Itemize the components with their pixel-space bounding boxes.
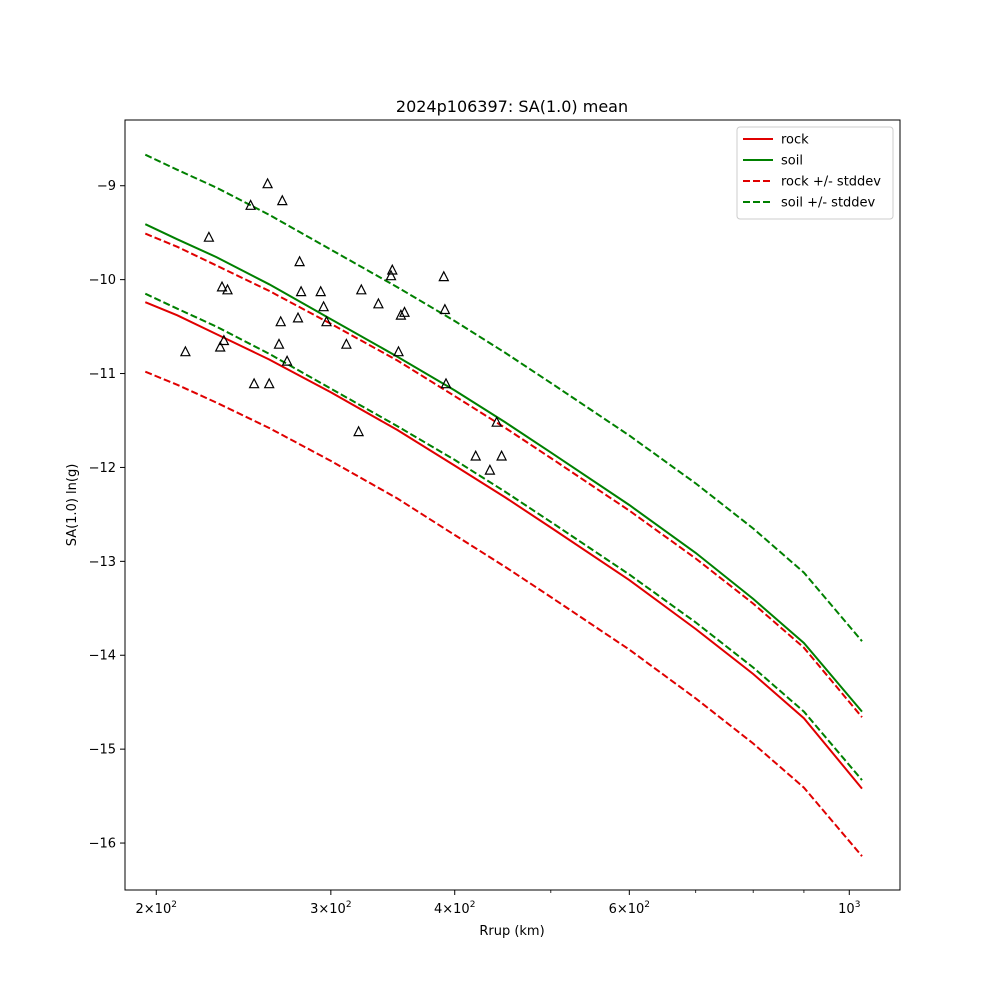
data-point: [248, 377, 260, 389]
data-point: [245, 199, 257, 210]
data-point: [315, 285, 327, 297]
x-tick-label: 3×102: [310, 900, 351, 917]
data-point: [470, 449, 482, 461]
data-point: [273, 338, 285, 349]
data-point: [275, 315, 287, 327]
data-point: [439, 303, 451, 315]
legend: rock soil rock +/- stddev soil +/- stddev: [736, 126, 894, 220]
legend-label: rock +/- stddev: [781, 175, 881, 190]
data-point: [355, 283, 367, 295]
axes-frame: [124, 119, 901, 891]
data-point: [496, 449, 508, 461]
data-point: [395, 308, 407, 320]
y-axis-label: SA(1.0) ln(g): [65, 464, 80, 547]
chart-title: 2024p106397: SA(1.0) mean: [396, 97, 628, 116]
x-tick-label: 4×102: [434, 900, 475, 917]
series-line-band-3: [144, 370, 863, 857]
data-point: [292, 311, 304, 323]
y-tick-label: −14: [89, 649, 116, 664]
data-point: [491, 416, 503, 427]
series-line-soil-stddev-4: [144, 153, 863, 642]
plot-area: 2×102 3×102 4×102 6×102 103 −9 −10 −11 −12 −13 −14…: [89, 119, 901, 917]
data-point: [216, 280, 228, 292]
x-axis-label: Rrup (km): [479, 924, 544, 939]
y-tick-label: −16: [89, 837, 116, 852]
legend-label: soil +/- stddev: [781, 196, 876, 211]
data-point: [218, 334, 230, 346]
data-point: [318, 300, 330, 312]
y-tick-label: −13: [89, 555, 116, 570]
data-point: [353, 425, 365, 437]
data-point: [222, 283, 233, 295]
data-point: [321, 315, 332, 327]
data-point: [294, 255, 306, 267]
data-point: [385, 269, 397, 281]
legend-label: rock: [781, 133, 809, 148]
data-point: [179, 345, 191, 357]
data-point: [484, 463, 496, 475]
data-point: [281, 354, 293, 366]
series-line-rock-0: [144, 301, 863, 790]
series-line-rock-stddev-2: [144, 232, 863, 718]
y-tick-label: −12: [89, 461, 116, 476]
data-point: [262, 177, 274, 189]
y-tick-label: −15: [89, 743, 116, 758]
data-point: [438, 270, 450, 282]
data-point: [203, 231, 215, 242]
data-point: [440, 377, 452, 389]
series-line-band-5: [144, 292, 863, 781]
data-point: [263, 377, 275, 389]
data-point: [386, 263, 398, 275]
x-tick-label: 103: [838, 900, 860, 917]
data-point: [340, 338, 352, 349]
data-point: [372, 297, 384, 309]
y-tick-label: −10: [89, 273, 116, 288]
data-point: [276, 194, 288, 206]
data-point: [295, 285, 307, 297]
series-group: [144, 153, 863, 857]
y-tick-label: −9: [97, 179, 116, 194]
data-point: [214, 340, 226, 352]
legend-label: soil: [781, 154, 803, 169]
data-point: [399, 306, 410, 317]
x-tick-label: 2×102: [136, 900, 177, 917]
legend-box: [736, 126, 894, 220]
series-line-soil-1: [144, 223, 863, 713]
x-tick-label: 6×102: [609, 900, 650, 917]
y-tick-label: −11: [89, 367, 116, 382]
data-point: [393, 345, 404, 357]
